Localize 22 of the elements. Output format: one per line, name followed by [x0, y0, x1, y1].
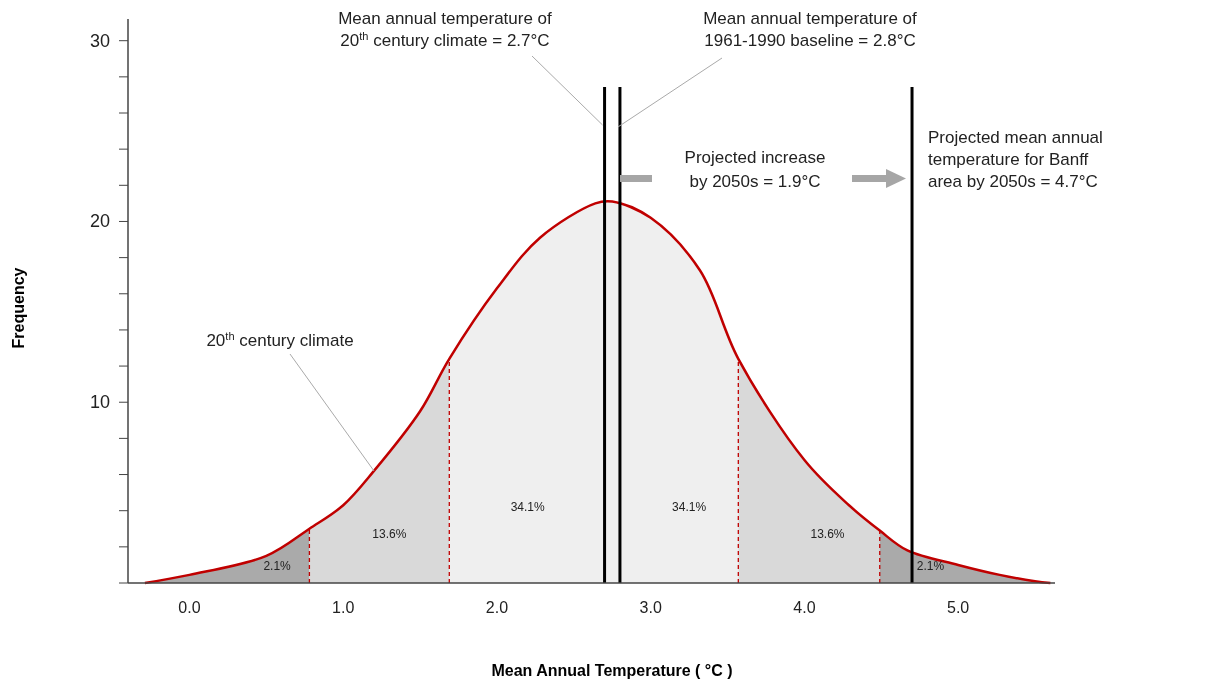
annotation: 2.1% — [263, 559, 292, 574]
x-tick-label: 0.0 — [178, 599, 201, 616]
x-tick-label: 5.0 — [947, 599, 970, 616]
y-axis-title: Frequency — [10, 267, 27, 349]
annotation: 13.6% — [372, 526, 407, 541]
ref-line-label: Projected mean annual temperature for Banff area by 2050s = 4.7°C — [928, 128, 1103, 191]
y-tick-label: 20 — [89, 211, 110, 232]
annotation: Projected increase by 2050s = 1.9°C — [684, 148, 826, 191]
annotation: 34.1% — [672, 499, 707, 514]
x-tick-label: 1.0 — [332, 599, 355, 616]
ref-line-label: Mean annual temperature of 1961-1990 baseline = 2.8°C — [703, 9, 918, 50]
annotation: 34.1% — [510, 499, 546, 514]
annotation: 20$^{th}$ century climate — [206, 330, 354, 350]
annotation: 13.6% — [810, 526, 845, 541]
x-axis-title: Mean Annual Temperature ( °C ) — [491, 662, 733, 679]
y-tick-label: 30 — [89, 30, 110, 51]
ref-line-label: Mean annual temperature of 20$^{th}$ century climate = 2.7°C — [338, 9, 553, 50]
x-tick-label: 4.0 — [793, 599, 816, 616]
annotation: 2.1% — [916, 559, 945, 574]
x-tick-label: 2.0 — [485, 599, 509, 616]
x-tick-label: 3.0 — [639, 599, 662, 616]
y-tick-label: 10 — [89, 392, 110, 413]
